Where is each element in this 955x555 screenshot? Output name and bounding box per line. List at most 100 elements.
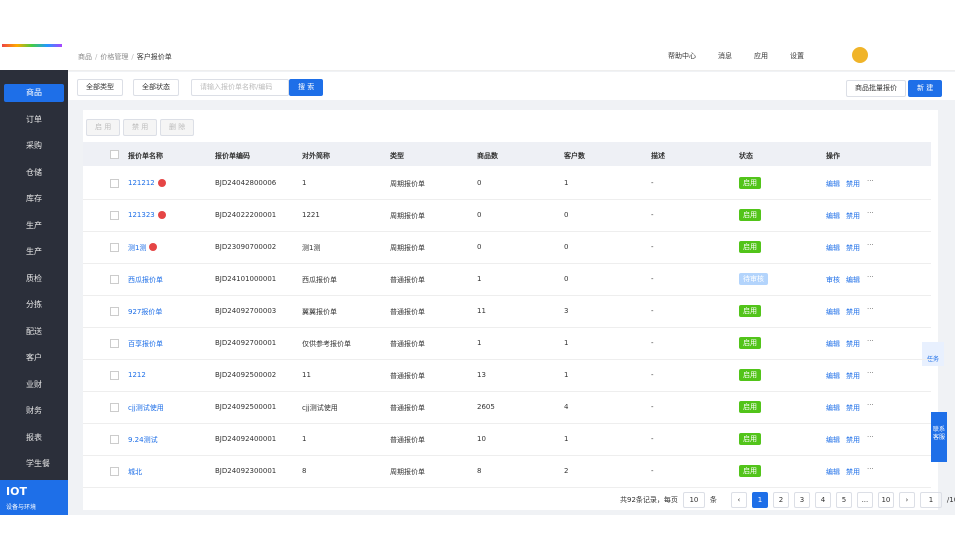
page-size[interactable]: 10 [682, 492, 705, 508]
quote-name[interactable]: 121212 [128, 179, 155, 187]
menu-item[interactable]: 学生餐 [26, 459, 50, 468]
row-action[interactable]: 编辑 [826, 404, 840, 412]
breadcrumb: 商品 / 价格管理 / 客户报价单 [78, 52, 172, 62]
quote-name[interactable]: 百享报价单 [128, 340, 163, 348]
header-link[interactable]: 消息 [718, 52, 732, 60]
sidebar [0, 40, 68, 515]
menu-item[interactable]: 财务 [26, 406, 42, 415]
menu-item[interactable]: 客户 [26, 353, 42, 362]
more-icon[interactable]: ··· [867, 369, 874, 377]
page-number[interactable]: 5 [835, 492, 852, 508]
menu-item[interactable]: 生产 [26, 247, 42, 256]
row-action[interactable]: 审核 [826, 276, 840, 284]
bulk-button[interactable]: 启 用 [86, 119, 121, 136]
quote-name[interactable]: 城北 [128, 468, 142, 476]
quote-name[interactable]: 测1测 [128, 244, 147, 252]
menu-item[interactable]: 质检 [26, 273, 42, 283]
quote-name[interactable]: 西瓜报价单 [128, 276, 163, 284]
quote-name[interactable]: 927报价单 [128, 308, 163, 316]
more-icon[interactable]: ··· [867, 209, 874, 217]
menu-item[interactable]: 仓储 [26, 167, 42, 177]
page-number[interactable]: 3 [793, 492, 810, 508]
more-icon[interactable]: ··· [867, 177, 874, 185]
search-button[interactable]: 搜 索 [289, 79, 324, 96]
checkbox[interactable] [110, 243, 119, 252]
checkbox[interactable] [110, 179, 119, 188]
more-icon[interactable]: ··· [867, 433, 874, 441]
breadcrumb-sep: / [95, 53, 98, 61]
header-link[interactable]: 应用 [754, 52, 768, 60]
page-jump[interactable]: 1 [919, 492, 942, 508]
new-button[interactable]: 新 建 [908, 80, 943, 97]
bulk-button[interactable]: 删 除 [160, 119, 195, 136]
header-link[interactable]: 设置 [790, 52, 804, 60]
checkbox[interactable] [110, 435, 119, 444]
page-number[interactable]: 10 [877, 492, 894, 508]
row-action[interactable]: 禁用 [846, 340, 860, 348]
search-input[interactable]: 请输入报价单名称/编码 [191, 79, 289, 96]
row-action[interactable]: 禁用 [846, 180, 860, 188]
header-link[interactable]: 帮助中心 [668, 52, 696, 60]
more-icon[interactable]: ··· [867, 305, 874, 313]
row-action[interactable]: 禁用 [846, 244, 860, 252]
menu-item[interactable]: 采购 [26, 141, 42, 150]
page-prev[interactable]: ‹ [730, 492, 747, 508]
page-number[interactable]: ... [856, 492, 873, 508]
type-filter[interactable]: 全部类型 [77, 79, 123, 96]
menu-item[interactable]: 分拣 [26, 300, 42, 309]
checkbox[interactable] [110, 371, 119, 380]
row-action[interactable]: 编辑 [826, 244, 840, 252]
row-action[interactable]: 禁用 [846, 372, 860, 380]
menu-item[interactable]: 生产 [26, 220, 42, 230]
menu-item[interactable]: 库存 [26, 194, 42, 203]
row-action[interactable]: 禁用 [846, 404, 860, 412]
quote-name[interactable]: 9.24测试 [128, 436, 158, 444]
row-action[interactable]: 禁用 [846, 308, 860, 316]
status-filter[interactable]: 全部状态 [133, 79, 179, 96]
breadcrumb-item[interactable]: 价格管理 [100, 53, 129, 61]
checkbox[interactable] [110, 150, 119, 159]
menu-item[interactable]: 配送 [26, 326, 42, 336]
quote-name[interactable]: 121323 [128, 211, 155, 219]
row-action[interactable]: 编辑 [826, 212, 840, 220]
checkbox[interactable] [110, 275, 119, 284]
row-action[interactable]: 禁用 [846, 212, 860, 220]
row-action[interactable]: 编辑 [826, 468, 840, 476]
batch-price-button[interactable]: 商品批量报价 [846, 80, 906, 97]
more-icon[interactable]: ··· [867, 465, 874, 473]
iot-box[interactable]: IOT 设备与环境 [0, 480, 68, 515]
page-number[interactable]: 4 [814, 492, 831, 508]
row-action[interactable]: 编辑 [826, 340, 840, 348]
checkbox[interactable] [110, 339, 119, 348]
row-action[interactable]: 编辑 [826, 436, 840, 444]
menu-item[interactable]: 业财 [26, 379, 42, 389]
checkbox[interactable] [110, 307, 119, 316]
page-next[interactable]: › [898, 492, 915, 508]
checkbox[interactable] [110, 211, 119, 220]
page-number[interactable]: 1 [751, 492, 768, 508]
row-action[interactable]: 编辑 [826, 308, 840, 316]
more-icon[interactable]: ··· [867, 273, 874, 281]
quote-name[interactable]: 1212 [128, 371, 146, 379]
task-float[interactable]: 任务 [922, 342, 944, 366]
row-action[interactable]: 编辑 [826, 180, 840, 188]
service-float[interactable]: 联系客服 [931, 412, 947, 462]
row-action[interactable]: 编辑 [826, 372, 840, 380]
menu-item[interactable]: 商品 [4, 84, 64, 102]
row-action[interactable]: 禁用 [846, 468, 860, 476]
more-icon[interactable]: ··· [867, 337, 874, 345]
breadcrumb-item[interactable]: 商品 [78, 53, 92, 61]
menu-item[interactable]: 报表 [26, 432, 42, 442]
checkbox[interactable] [110, 403, 119, 412]
more-icon[interactable]: ··· [867, 241, 874, 249]
bulk-button[interactable]: 禁 用 [123, 119, 158, 136]
menu-item[interactable]: 订单 [26, 114, 42, 124]
row-action[interactable]: 编辑 [846, 276, 860, 284]
quote-name[interactable]: cjj测试使用 [128, 404, 164, 412]
avatar[interactable] [852, 47, 868, 63]
more-icon[interactable]: ··· [867, 401, 874, 409]
page-number[interactable]: 2 [772, 492, 789, 508]
checkbox[interactable] [110, 467, 119, 476]
row-action[interactable]: 禁用 [846, 436, 860, 444]
cell: - [651, 275, 654, 283]
